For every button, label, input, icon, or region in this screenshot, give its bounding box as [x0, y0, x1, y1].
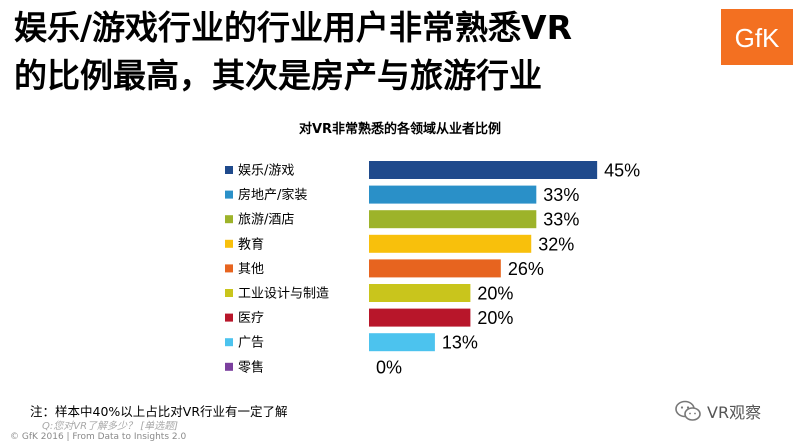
legend-swatch	[225, 264, 233, 273]
data-label: 45%	[604, 161, 640, 181]
legend-swatch	[225, 215, 233, 224]
bar	[369, 333, 435, 352]
bar	[369, 234, 532, 253]
data-label: 32%	[538, 234, 574, 254]
wechat-icon	[675, 400, 701, 421]
legend-swatch	[225, 239, 233, 248]
bar	[369, 308, 471, 327]
legend-swatch	[225, 338, 233, 347]
wechat-account: VR观察	[675, 399, 761, 423]
legend-swatch	[225, 313, 233, 322]
legend-swatch	[225, 289, 233, 297]
category-label: 零售	[238, 359, 264, 375]
data-label: 0%	[376, 357, 402, 377]
data-label: 13%	[442, 333, 478, 353]
legend-swatch	[225, 190, 233, 199]
data-label: 20%	[477, 308, 513, 328]
legend-swatch	[225, 166, 233, 174]
gfk-logo: GfK	[721, 9, 793, 65]
headline-line-1: 娱乐/游戏行业的行业用户非常熟悉VR	[14, 8, 573, 47]
wechat-label: VR观察	[707, 403, 762, 422]
logo-text: GfK	[735, 23, 780, 53]
footer-copyright: © GfK 2016 | From Data to Insights 2.0	[10, 432, 187, 442]
headline-line-2: 的比例最高，其次是房产与旅游行业	[14, 56, 542, 95]
data-label: 33%	[543, 210, 579, 230]
category-label: 教育	[238, 236, 264, 252]
bar	[369, 259, 501, 278]
category-label: 旅游/酒店	[238, 213, 294, 228]
category-label: 工业设计与制造	[238, 287, 329, 302]
bar	[369, 185, 537, 204]
category-label: 医疗	[238, 311, 264, 326]
bar	[369, 284, 471, 302]
category-label: 其他	[238, 262, 264, 277]
bar	[369, 210, 537, 229]
category-label: 娱乐/游戏	[238, 164, 294, 179]
headline: 娱乐/游戏行业的行业用户非常熟悉VR 的比例最高，其次是房产与旅游行业	[14, 4, 704, 100]
bar	[369, 161, 598, 179]
footnote: 注：样本中40%以上占比对VR行业有一定了解	[30, 404, 288, 419]
data-label: 33%	[543, 185, 579, 205]
category-label: 广告	[238, 336, 264, 351]
data-label: 20%	[477, 284, 513, 304]
data-label: 26%	[508, 259, 544, 279]
legend-swatch	[225, 362, 233, 371]
chart-title: 对VR非常熟悉的各领域从业者比例	[298, 122, 502, 137]
question-watermark: Q:您对VR了解多少？ [单选题]	[42, 421, 179, 432]
category-label: 房地产/家装	[238, 187, 307, 203]
